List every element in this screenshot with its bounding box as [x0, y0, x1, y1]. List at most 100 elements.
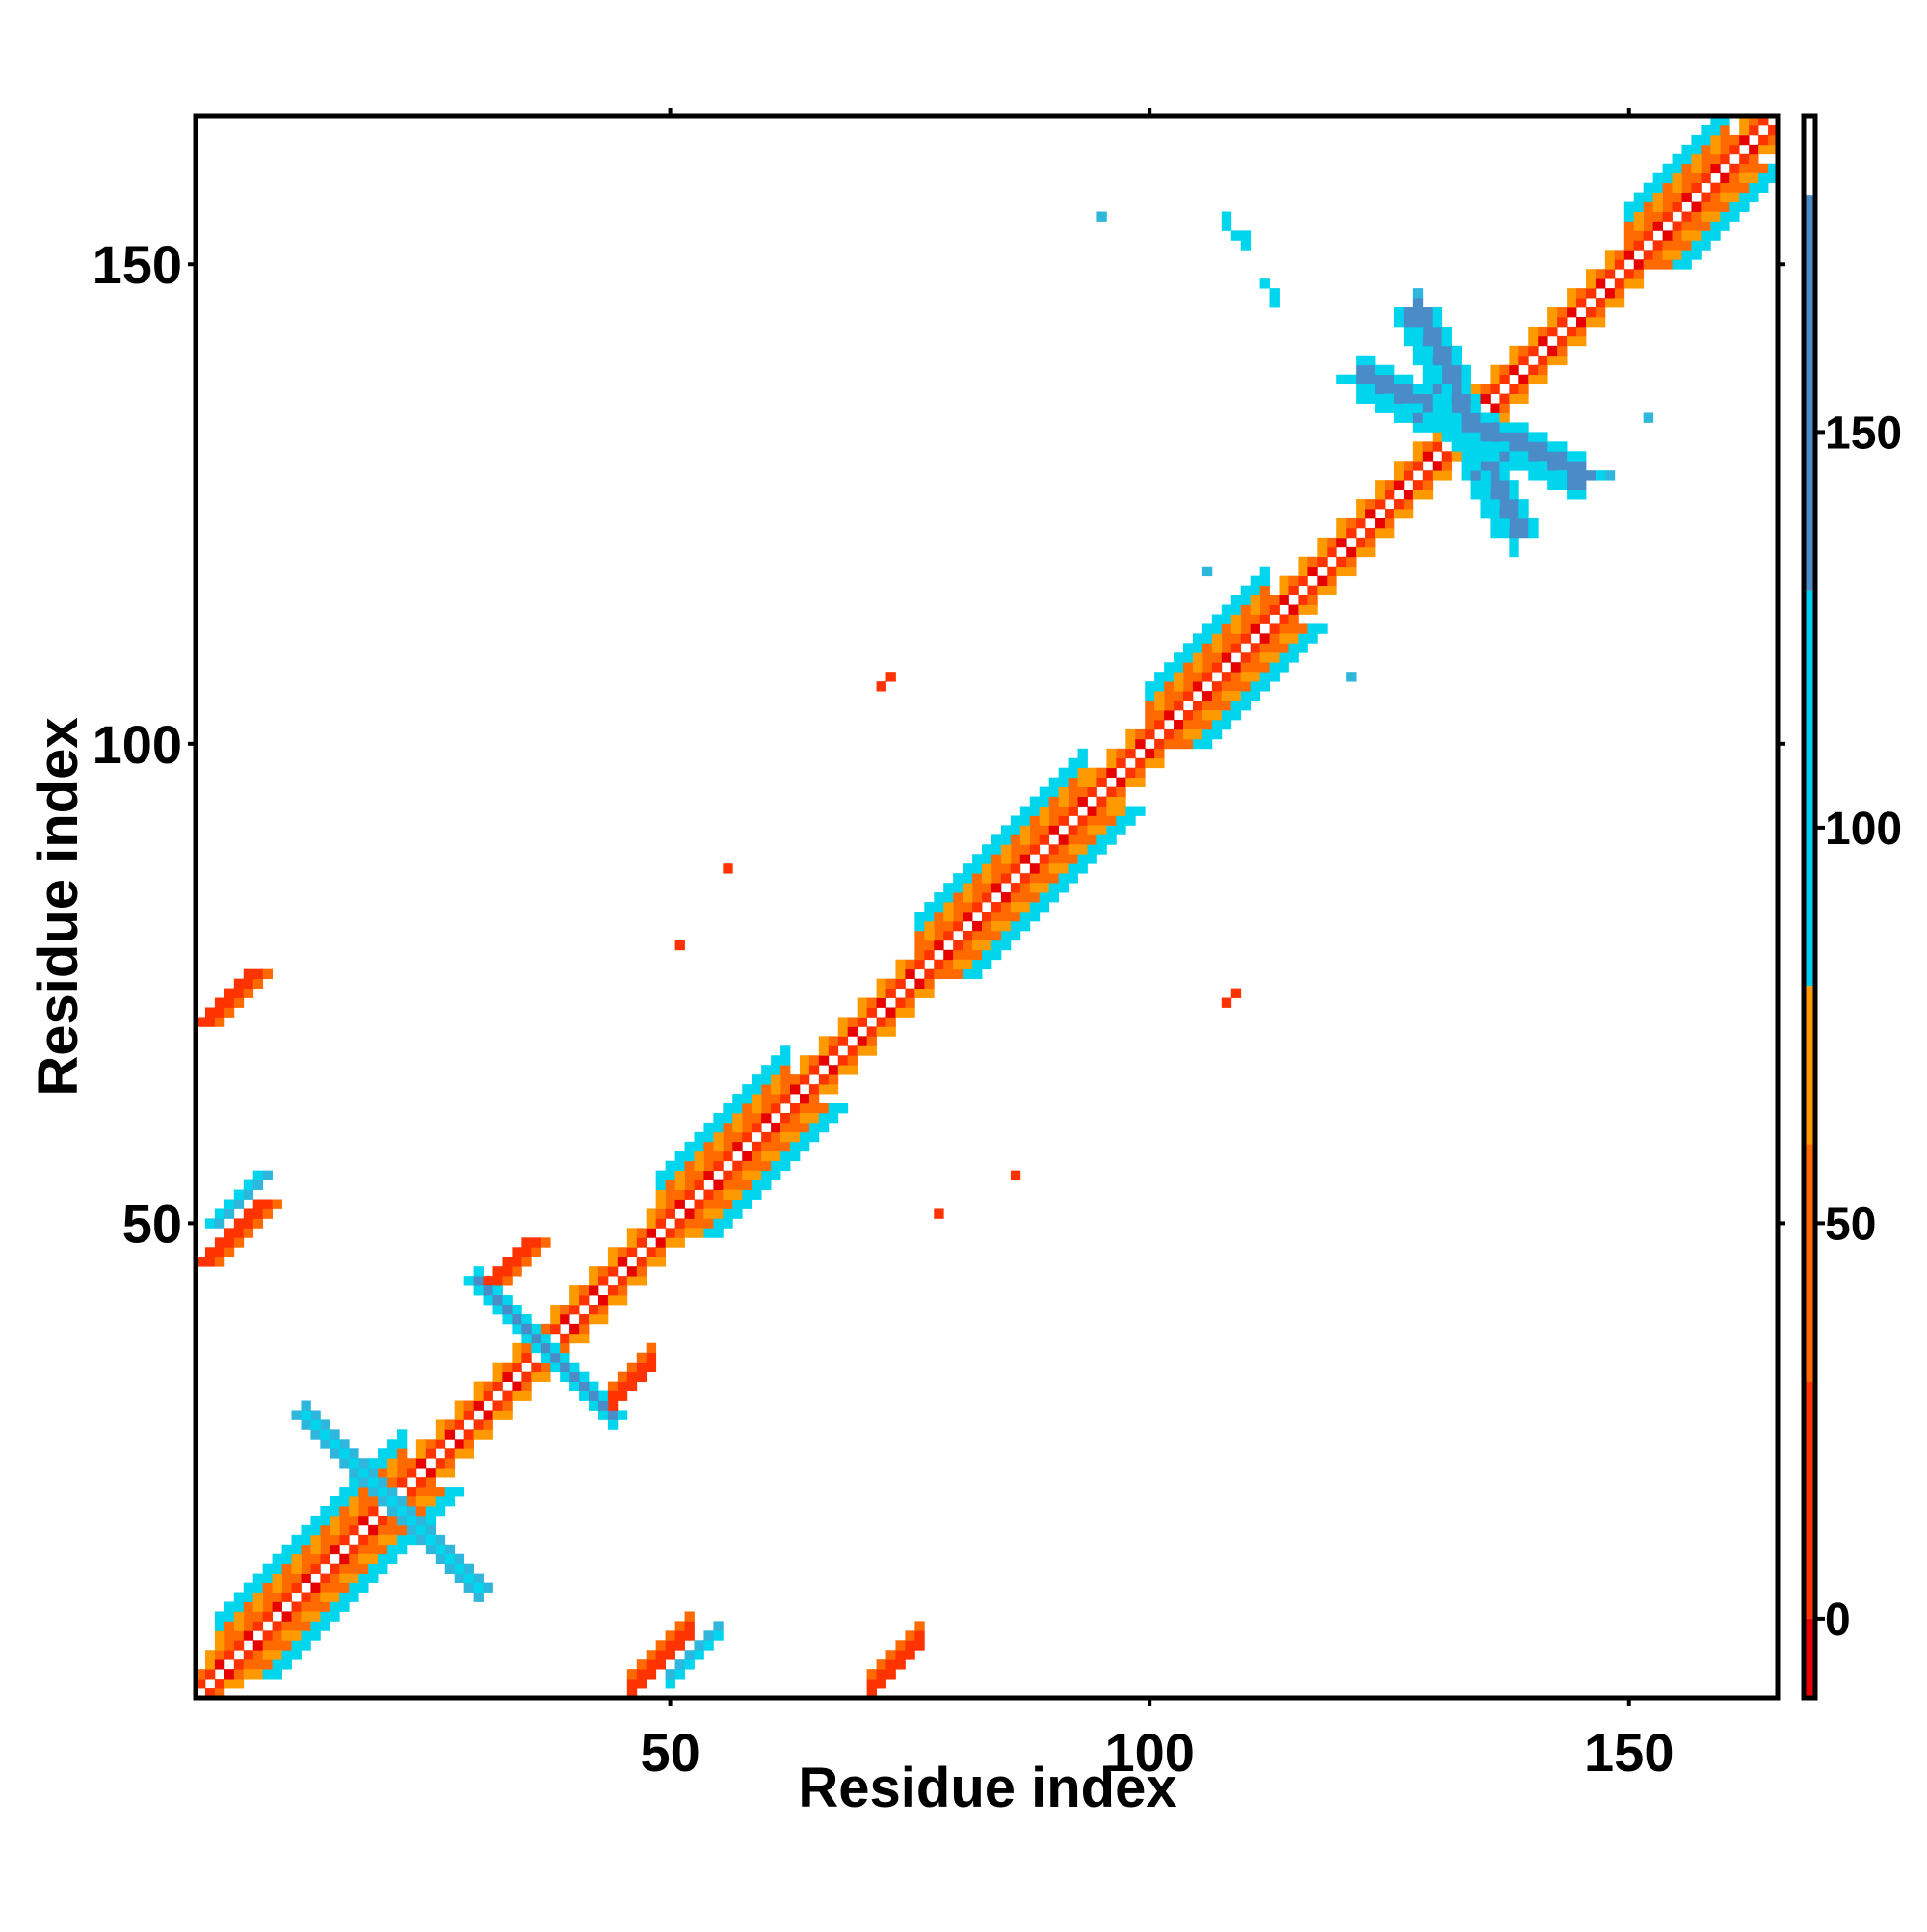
heatmap-cell	[1604, 250, 1616, 260]
heatmap-cell	[1509, 384, 1519, 394]
heatmap-cell	[1010, 815, 1021, 826]
heatmap-cell	[1240, 691, 1252, 701]
heatmap-cell	[742, 1151, 752, 1162]
heatmap-cell	[301, 1544, 311, 1555]
heatmap-cell	[934, 892, 944, 903]
heatmap-cell	[473, 1592, 484, 1602]
heatmap-cell	[1729, 134, 1740, 146]
heatmap-cell	[396, 1515, 408, 1526]
heatmap-cell	[674, 1151, 685, 1162]
heatmap-cell	[281, 1592, 292, 1602]
heatmap-cell	[1096, 796, 1107, 807]
heatmap-cell	[617, 1276, 628, 1286]
heatmap-cell	[435, 1419, 446, 1430]
heatmap-cell	[1422, 345, 1434, 357]
heatmap-cell	[243, 1189, 254, 1200]
heatmap-cell	[752, 1103, 762, 1114]
heatmap-cell	[713, 1160, 724, 1172]
heatmap-cell	[1230, 230, 1242, 241]
heatmap-cell	[1691, 172, 1702, 184]
heatmap-cell	[837, 1017, 849, 1027]
heatmap-cell	[349, 1544, 359, 1555]
heatmap-cell	[252, 1218, 264, 1229]
heatmap-cell	[1029, 883, 1041, 893]
heatmap-cell	[1518, 432, 1529, 442]
heatmap-cell	[1201, 709, 1213, 721]
heatmap-cell	[550, 1304, 561, 1315]
heatmap-cell	[339, 1448, 350, 1459]
heatmap-cell	[1749, 172, 1759, 184]
heatmap-cell	[1528, 364, 1539, 376]
heatmap-cell	[204, 1017, 216, 1027]
heatmap-cell	[1461, 461, 1471, 471]
heatmap-cell	[713, 1630, 724, 1641]
heatmap-cell	[368, 1477, 379, 1488]
heatmap-cell	[349, 1448, 359, 1459]
heatmap-cell	[857, 1036, 867, 1046]
heatmap-cell	[684, 1621, 695, 1631]
heatmap-cell	[1201, 633, 1213, 644]
heatmap-cell	[358, 1458, 369, 1469]
heatmap-cell	[1221, 681, 1232, 692]
heatmap-cell	[387, 1544, 398, 1555]
heatmap-cell	[349, 1468, 359, 1478]
heatmap-cell	[953, 883, 964, 893]
heatmap-cell	[1643, 230, 1654, 241]
heatmap-cell	[473, 1573, 484, 1583]
heatmap-cell	[674, 1218, 685, 1229]
heatmap-cell	[368, 1468, 379, 1478]
heatmap-cell	[196, 1679, 206, 1689]
heatmap-cell	[1480, 384, 1491, 394]
heatmap-cell	[262, 968, 274, 980]
heatmap-cell	[847, 1026, 858, 1037]
heatmap-cell	[262, 1208, 274, 1219]
heatmap-cell	[1518, 461, 1529, 471]
heatmap-cell	[1490, 499, 1500, 510]
heatmap-cell	[905, 968, 915, 980]
heatmap-cell	[1174, 681, 1184, 692]
heatmap-cell	[1230, 672, 1242, 682]
heatmap-cell	[1701, 192, 1711, 202]
heatmap-cell	[1259, 633, 1270, 644]
heatmap-cell	[262, 1199, 274, 1209]
heatmap-cell	[1652, 221, 1663, 231]
heatmap-cell	[550, 1313, 561, 1325]
heatmap-cell	[444, 1458, 456, 1469]
heatmap-cell	[463, 1276, 474, 1286]
heatmap-cell	[761, 1074, 772, 1085]
heatmap-cell	[1106, 815, 1117, 826]
heatmap-cell	[1327, 537, 1337, 548]
heatmap-cell	[406, 1515, 417, 1526]
heatmap-cell	[1710, 230, 1721, 241]
heatmap-cell	[579, 1371, 590, 1382]
heatmap-cell	[963, 911, 973, 922]
heatmap-cell	[655, 1650, 667, 1660]
heatmap-cell	[320, 1534, 330, 1546]
heatmap-cell	[214, 1218, 225, 1229]
heatmap-cell	[1538, 441, 1548, 452]
heatmap-cell	[934, 902, 944, 913]
heatmap-cell	[1403, 412, 1414, 423]
heatmap-cell	[713, 1621, 724, 1631]
heatmap-cell	[703, 1218, 714, 1229]
heatmap-cell	[214, 1257, 225, 1267]
heatmap-cell	[358, 1534, 369, 1546]
heatmap-cell	[885, 1650, 896, 1660]
heatmap-cell	[972, 968, 983, 980]
heatmap-cell	[1547, 355, 1558, 366]
heatmap-cell	[224, 1630, 235, 1641]
heatmap-cell	[349, 1524, 359, 1536]
heatmap-cell	[330, 1496, 340, 1507]
heatmap-cell	[780, 1055, 791, 1066]
heatmap-cell	[703, 1131, 714, 1143]
heatmap-cell	[1681, 182, 1692, 194]
heatmap-cell	[330, 1544, 340, 1555]
heatmap-cell	[934, 930, 944, 941]
heatmap-cell	[1403, 374, 1414, 385]
heatmap-cell	[1288, 604, 1299, 615]
heatmap-cell	[597, 1266, 609, 1277]
heatmap-cell	[1749, 124, 1759, 136]
heatmap-cell	[1077, 863, 1088, 874]
heatmap-cell	[1183, 738, 1194, 750]
heatmap-cell	[1346, 517, 1357, 529]
